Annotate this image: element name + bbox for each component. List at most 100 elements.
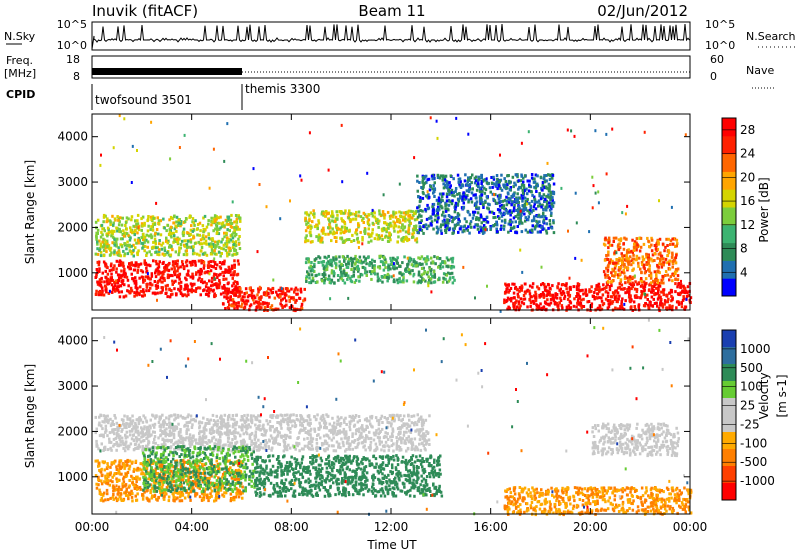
power-cell (325, 268, 329, 271)
power-cell (245, 299, 248, 303)
power-cell (619, 237, 623, 241)
power-cell (354, 231, 357, 235)
power-cell (621, 287, 625, 291)
power-cell (499, 153, 501, 157)
power-cell (361, 238, 364, 242)
power-cell (648, 264, 651, 268)
power-cell (121, 279, 125, 283)
power-cell (436, 255, 439, 259)
power-cell (541, 181, 545, 184)
power-cell (398, 280, 402, 284)
power-cell (330, 264, 334, 268)
power-cell (168, 295, 172, 299)
power-cell (659, 301, 662, 305)
power-cell (499, 211, 503, 215)
velocity-cell (122, 446, 125, 450)
power-cell (133, 294, 136, 298)
power-cell (150, 235, 154, 239)
power-cell (580, 258, 583, 262)
power-cell (150, 253, 153, 257)
velocity-cell (136, 492, 139, 496)
power-cell (601, 293, 605, 297)
power-cell (664, 270, 668, 273)
power-cell (99, 250, 103, 254)
power-cell (602, 283, 605, 287)
power-cell (669, 243, 672, 246)
power-cell (192, 221, 196, 225)
velocity-cell (180, 482, 183, 486)
power-cell (344, 229, 347, 233)
power-cell (473, 210, 477, 214)
power-cell (512, 209, 515, 213)
power-cell (194, 219, 197, 223)
power-cell (380, 227, 384, 231)
power-cell (656, 263, 659, 267)
power-cell (369, 233, 372, 237)
power-cell (177, 253, 180, 257)
power-cell (588, 290, 591, 294)
velocity-cell (156, 472, 159, 475)
power-cell (482, 206, 485, 209)
power-cell (596, 292, 600, 296)
power-cell (508, 220, 512, 224)
power-cell (650, 238, 654, 242)
nsearch-tick-bottom: 10^0 (705, 39, 735, 52)
power-cell (611, 259, 614, 263)
power-cell (393, 280, 396, 284)
power-cell (134, 246, 137, 250)
power-cell (596, 284, 600, 288)
velocity-cell (221, 493, 224, 497)
power-cell (110, 251, 113, 255)
power-cell (145, 289, 148, 293)
power-cell (653, 270, 657, 274)
power-cell (549, 190, 553, 194)
power-cell (213, 292, 216, 296)
power-cell (364, 271, 367, 275)
power-cell (406, 218, 410, 222)
power-cell (103, 284, 107, 288)
power-cell (528, 210, 531, 214)
power-cell (439, 174, 443, 178)
power-cell (98, 283, 101, 287)
power-cell (614, 264, 617, 268)
power-cell (407, 209, 411, 213)
power-cell (575, 221, 578, 225)
power-cell (364, 228, 367, 232)
velocity-cell (153, 493, 157, 497)
power-cell (684, 133, 687, 137)
power-cell (163, 253, 166, 257)
power-cell (157, 219, 161, 223)
power-cell (218, 221, 221, 225)
power-cell (503, 198, 507, 202)
power-cell (269, 306, 272, 309)
power-cell (348, 228, 351, 232)
power-cell (512, 192, 516, 196)
velocity-cell (169, 469, 172, 473)
power-cell (435, 119, 438, 123)
power-cell (357, 240, 361, 244)
power-cell (574, 191, 577, 195)
power-cell (162, 217, 165, 221)
power-cell (176, 238, 180, 242)
power-cell (232, 300, 236, 304)
power-cell (533, 180, 537, 184)
power-cell (565, 306, 569, 310)
power-cell (558, 301, 561, 305)
power-cell (311, 276, 315, 280)
power-cell (663, 302, 666, 306)
power-cell (528, 298, 531, 301)
power-cell (329, 230, 332, 234)
power-cell (226, 239, 229, 243)
power-cell (228, 252, 231, 256)
power-cell (415, 240, 419, 244)
power-cell (474, 193, 477, 197)
power-cell (237, 214, 240, 218)
power-cell (163, 278, 166, 282)
velocity-cell (213, 499, 216, 503)
power-cell (113, 252, 116, 256)
velocity-cell (112, 493, 115, 496)
power-cell (625, 253, 628, 257)
velocity-cell (154, 482, 157, 486)
power-cell (515, 287, 519, 291)
